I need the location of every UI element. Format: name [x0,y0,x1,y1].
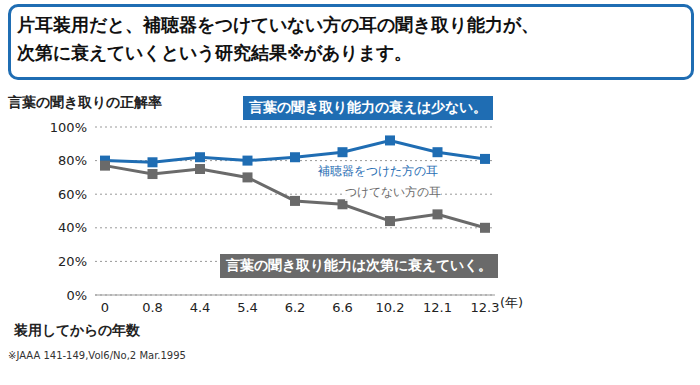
html-text:言葉の聞き取り能力の衰えは少ない。: 言葉の聞き取り能力の衰えは少ない。 [249,99,487,115]
html-text:言葉の聞き取りの正解率: 言葉の聞き取りの正解率 [8,94,162,110]
svg-text:12.3: 12.3 [471,300,500,315]
svg-text:6.6: 6.6 [332,300,353,315]
html-text:言葉の聞き取り能力は次第に衰えていく。: 言葉の聞き取り能力は次第に衰えていく。 [226,257,492,273]
html-text:片耳装用だと、補聴器をつけていない方の耳の聞き取り能力が、: 片耳装用だと、補聴器をつけていない方の耳の聞き取り能力が、 [17,14,539,35]
svg-text:0.8: 0.8 [142,300,163,315]
svg-text:4.4: 4.4 [190,300,211,315]
svg-text:80%: 80% [58,153,87,168]
svg-text:0: 0 [101,300,109,315]
svg-text:40%: 40% [58,220,87,235]
svg-text:60%: 60% [58,187,87,202]
svg-text:10.2: 10.2 [376,300,405,315]
svg-text:12.1: 12.1 [423,300,452,315]
html-text:装用してからの年数: 装用してからの年数 [14,322,140,338]
svg-text:20%: 20% [58,254,87,269]
html-text:補聴器をつけた方の耳: 補聴器をつけた方の耳 [318,164,438,178]
html-text:※JAAA 141-149,Vol6/No,2 Mar.19: ※JAAA 141-149,Vol6/No,2 Mar.1995 [8,350,186,361]
svg-text:6.2: 6.2 [285,300,306,315]
html-text:つけてない方の耳: つけてない方の耳 [345,185,441,199]
html-text:次第に衰えていくという研究結果※があります。: 次第に衰えていくという研究結果※があります。 [17,42,413,63]
html-text:(年): (年) [500,295,524,310]
svg-text:5.4: 5.4 [237,300,258,315]
svg-text:0%: 0% [66,288,87,303]
svg-text:100%: 100% [50,120,87,135]
